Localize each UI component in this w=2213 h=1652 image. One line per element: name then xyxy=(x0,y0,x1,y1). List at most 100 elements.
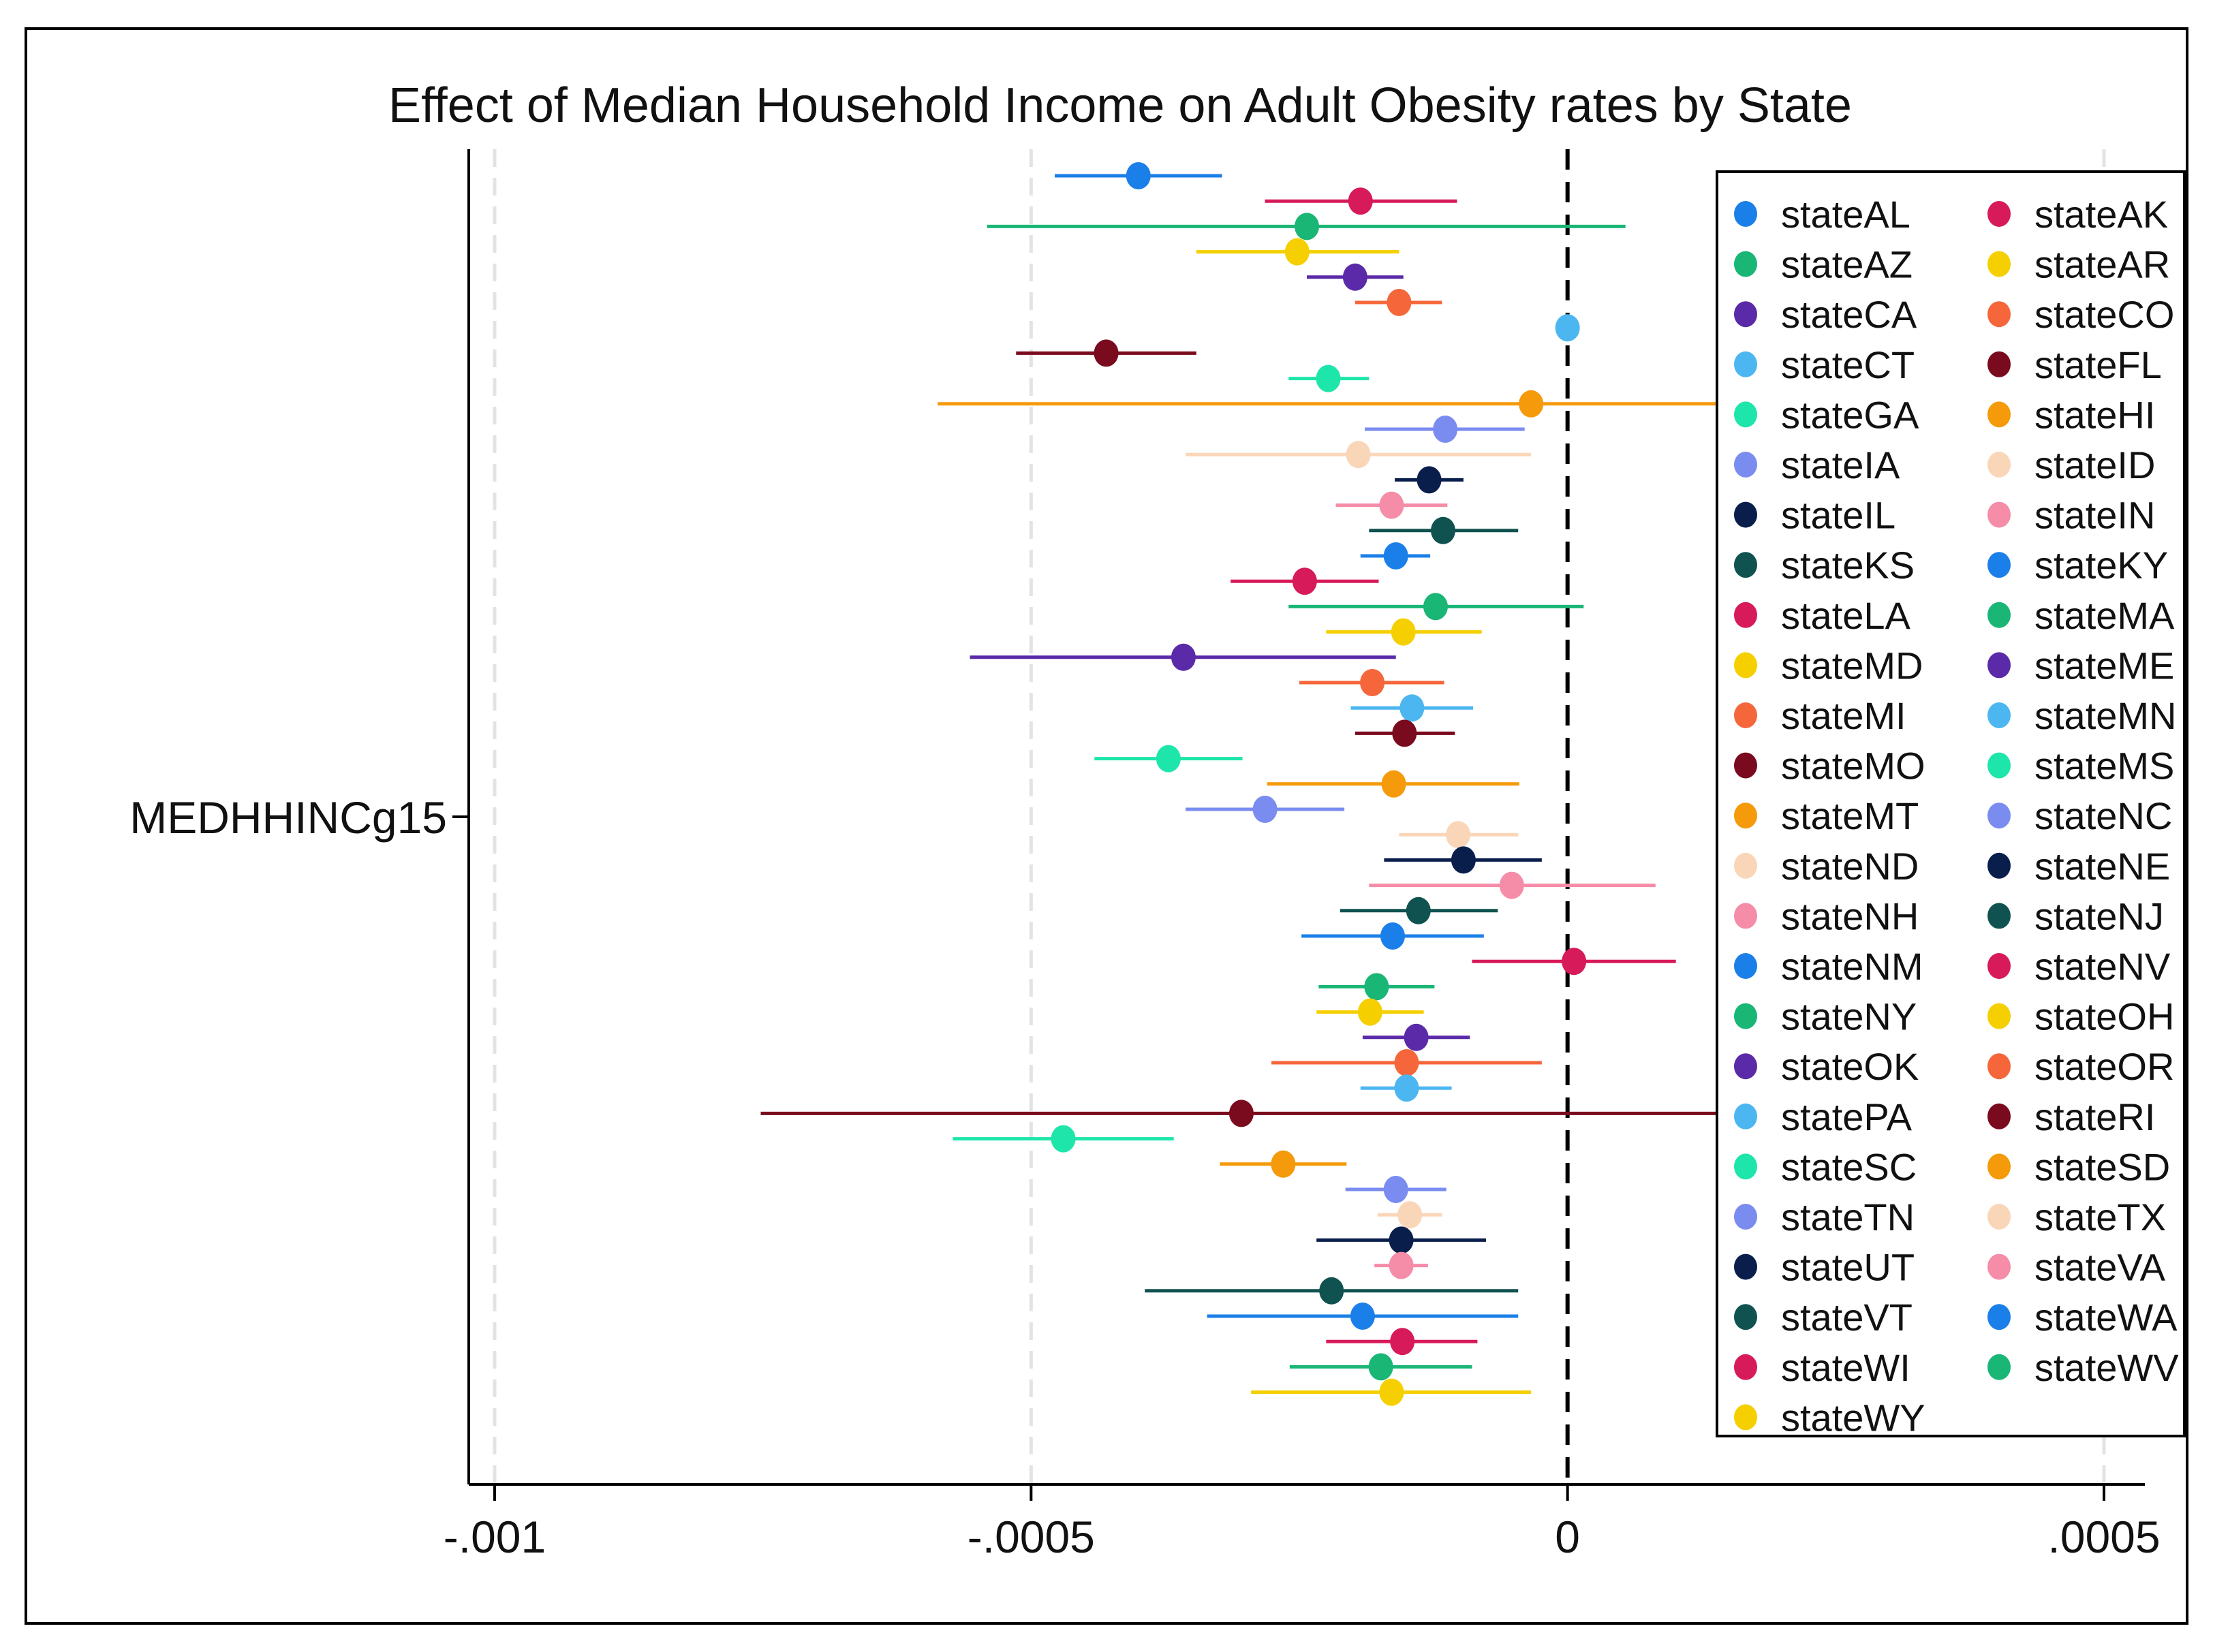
legend-marker xyxy=(1734,652,1757,679)
coef-stateAR xyxy=(1196,238,1399,266)
legend-label: stateMT xyxy=(1781,794,1919,837)
point-stateFL xyxy=(1094,339,1119,367)
point-stateCA xyxy=(1342,263,1367,291)
coef-stateNV xyxy=(1472,948,1676,976)
legend-item-stateMO: stateMO xyxy=(1734,745,1925,788)
legend-label: stateMD xyxy=(1781,644,1923,687)
legend-marker xyxy=(1987,501,2011,528)
point-stateHI xyxy=(1519,390,1544,418)
legend-item-stateOK: stateOK xyxy=(1734,1045,1919,1088)
coef-stateID xyxy=(1186,441,1532,469)
coef-stateFL xyxy=(1016,339,1196,367)
coef-stateLA xyxy=(1231,567,1379,595)
legend-label: stateIN xyxy=(2034,494,2155,537)
legend-marker xyxy=(1734,201,1757,227)
legend-label: stateIL xyxy=(1781,494,1895,537)
coef-stateMN xyxy=(1350,694,1474,722)
point-stateNC xyxy=(1252,796,1278,823)
coef-stateKS xyxy=(1369,516,1519,544)
legend-item-stateNJ: stateNJ xyxy=(1987,894,2164,937)
point-stateAZ xyxy=(1295,213,1320,240)
legend-marker xyxy=(1987,1204,2011,1230)
legend-item-stateWY: stateWY xyxy=(1734,1396,1925,1439)
legend-marker xyxy=(1987,552,2011,578)
coef-stateWI xyxy=(1326,1328,1478,1356)
legend-item-stateHI: stateHI xyxy=(1987,393,2155,436)
legend-label: stateMO xyxy=(1781,745,1925,788)
legend-marker xyxy=(1734,452,1757,478)
coef-stateSC xyxy=(953,1125,1174,1153)
legend-item-stateVA: stateVA xyxy=(1987,1246,2166,1289)
legend-marker xyxy=(1987,1003,2011,1029)
chart-frame: Effect of Median Household Income on Adu… xyxy=(25,27,2188,1625)
point-stateMS xyxy=(1156,745,1181,773)
x-tick-label: .0005 xyxy=(2047,1512,2160,1562)
legend-label: stateLA xyxy=(1781,594,1911,637)
legend-marker xyxy=(1734,702,1757,728)
legend-label: stateGA xyxy=(1781,393,1919,436)
coef-stateAZ xyxy=(987,213,1626,240)
legend-label: stateME xyxy=(2034,644,2174,687)
coef-stateOK xyxy=(1362,1023,1470,1051)
legend-item-stateNE: stateNE xyxy=(1987,845,2170,888)
point-stateMT xyxy=(1381,770,1406,798)
coef-stateAL xyxy=(1054,162,1222,189)
legend-label: stateOK xyxy=(1781,1045,1919,1088)
point-stateNH xyxy=(1499,871,1524,899)
point-stateIN xyxy=(1379,491,1404,519)
legend-item-stateNV: stateNV xyxy=(1987,945,2171,988)
legend-marker xyxy=(1734,1204,1757,1230)
coef-stateNE xyxy=(1384,846,1542,874)
legend-marker xyxy=(1734,501,1757,528)
coef-stateNM xyxy=(1301,922,1484,950)
legend-item-stateIN: stateIN xyxy=(1987,494,2155,537)
point-stateIA xyxy=(1433,416,1458,443)
legend-label: stateKS xyxy=(1781,544,1915,587)
point-stateSC xyxy=(1051,1125,1076,1153)
legend-marker xyxy=(1734,1404,1757,1431)
legend-item-stateWA: stateWA xyxy=(1987,1296,2178,1339)
point-stateOK xyxy=(1404,1023,1429,1051)
legend-item-stateMA: stateMA xyxy=(1987,594,2175,637)
coef-stateMD xyxy=(1326,618,1482,646)
legend-label: stateCA xyxy=(1781,293,1917,336)
point-stateMD xyxy=(1391,618,1416,646)
coef-stateUT xyxy=(1316,1226,1486,1254)
point-stateKY xyxy=(1383,542,1408,570)
legend-label: stateAL xyxy=(1781,193,1910,236)
legend-item-stateIA: stateIA xyxy=(1734,443,1900,486)
legend-item-stateLA: stateLA xyxy=(1734,594,1911,637)
legend-label: stateID xyxy=(2034,443,2155,486)
coef-stateIN xyxy=(1335,491,1448,519)
point-stateOH xyxy=(1357,998,1382,1026)
legend-label: stateCO xyxy=(2034,293,2174,336)
point-stateMI xyxy=(1360,669,1385,696)
legend-label: stateFL xyxy=(2034,343,2162,386)
legend-label: stateMI xyxy=(1781,694,1906,737)
legend-label: stateNH xyxy=(1781,894,1919,937)
legend-item-stateNM: stateNM xyxy=(1734,945,1923,988)
legend-item-stateAL: stateAL xyxy=(1734,193,1910,236)
legend-item-stateSC: stateSC xyxy=(1734,1145,1917,1188)
legend-item-stateRI: stateRI xyxy=(1987,1095,2155,1138)
legend-label: stateVT xyxy=(1781,1296,1913,1339)
legend-item-stateNY: stateNY xyxy=(1734,995,1917,1038)
legend-item-stateSD: stateSD xyxy=(1987,1145,2170,1188)
point-stateOR xyxy=(1394,1049,1419,1076)
legend-marker xyxy=(1734,552,1757,578)
legend-marker xyxy=(1734,1354,1757,1380)
legend-marker xyxy=(1987,1153,2011,1180)
coef-stateVT xyxy=(1145,1277,1519,1305)
legend-marker xyxy=(1734,752,1757,779)
legend-marker xyxy=(1987,201,2011,227)
x-tick-label: -.0005 xyxy=(968,1512,1095,1562)
coef-stateOR xyxy=(1271,1049,1542,1076)
legend-label: stateWI xyxy=(1781,1346,1910,1389)
legend-marker xyxy=(1734,251,1757,277)
legend-label: stateAR xyxy=(2034,243,2170,286)
point-stateMO xyxy=(1392,719,1417,747)
legend-label: stateOR xyxy=(2034,1045,2174,1088)
point-stateWY xyxy=(1379,1378,1404,1406)
coef-stateWA xyxy=(1207,1303,1519,1330)
legend-item-stateAZ: stateAZ xyxy=(1734,243,1913,286)
